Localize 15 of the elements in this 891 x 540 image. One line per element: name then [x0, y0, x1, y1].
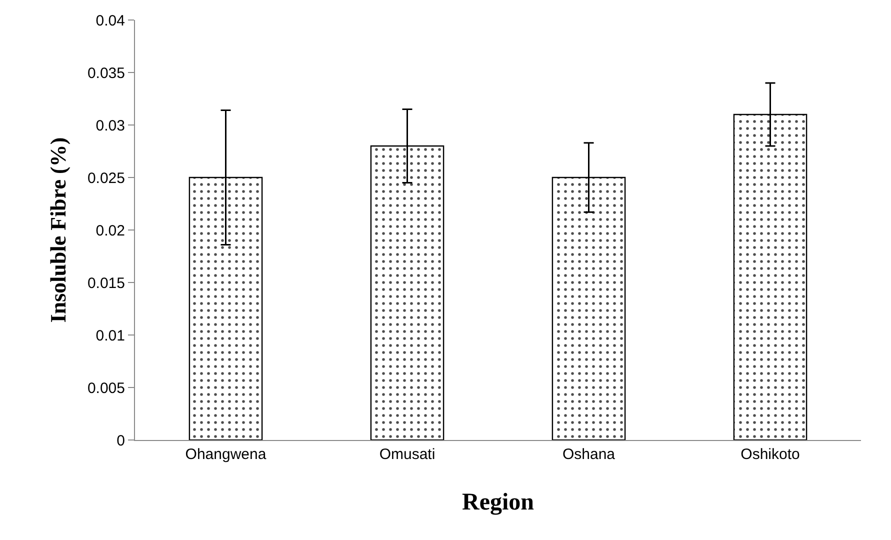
y-tick-label: 0.015 — [87, 274, 125, 292]
y-tick-label: 0.025 — [87, 170, 125, 187]
x-tick-label: Oshikoto — [740, 446, 800, 463]
x-tick-label: Omusati — [379, 446, 436, 463]
x-tick-label: Oshana — [562, 446, 616, 463]
y-axis-title: Insoluble Fibre (%) — [45, 137, 70, 323]
y-tick-label: 0.01 — [96, 327, 125, 344]
y-tick-label: 0.04 — [96, 12, 125, 30]
y-tick-label: 0.03 — [96, 117, 125, 134]
y-tick-label: 0.035 — [87, 64, 125, 82]
x-axis-title: Region — [462, 489, 534, 516]
y-tick-label: 0.02 — [96, 222, 125, 240]
x-tick-label: Ohangwena — [185, 446, 267, 463]
y-tick-label: 0 — [116, 432, 125, 450]
y-tick-label: 0.005 — [87, 380, 125, 397]
